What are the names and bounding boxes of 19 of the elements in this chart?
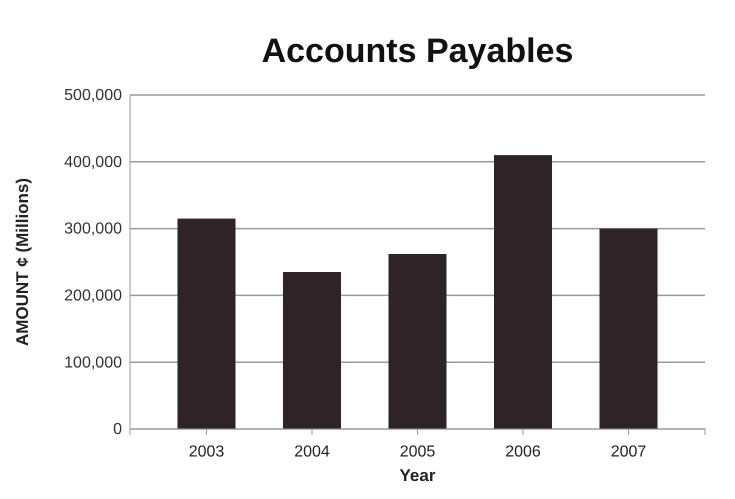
- y-tick-label: 0: [113, 421, 122, 438]
- x-tick-label: 2005: [400, 443, 436, 460]
- y-tick-label: 200,000: [64, 288, 122, 305]
- y-tick-label: 500,000: [64, 87, 122, 104]
- x-tick-label: 2006: [505, 443, 541, 460]
- y-tick-label: 100,000: [64, 354, 122, 372]
- bar: [599, 228, 658, 429]
- y-axis-title: AMOUNT ¢ (Millions): [13, 178, 32, 346]
- y-tick-label: 300,000: [64, 220, 122, 238]
- bar: [177, 218, 236, 429]
- bar: [494, 155, 552, 429]
- bar: [282, 272, 342, 429]
- y-tick-label: 400,000: [64, 154, 122, 171]
- x-tick-label: 2003: [188, 443, 224, 460]
- x-tick-label: 2004: [294, 443, 330, 460]
- x-tick-label: 2007: [610, 443, 646, 460]
- x-axis-title: Year: [400, 466, 436, 485]
- chart-title: Accounts Payables: [262, 32, 574, 70]
- bar: [388, 254, 447, 429]
